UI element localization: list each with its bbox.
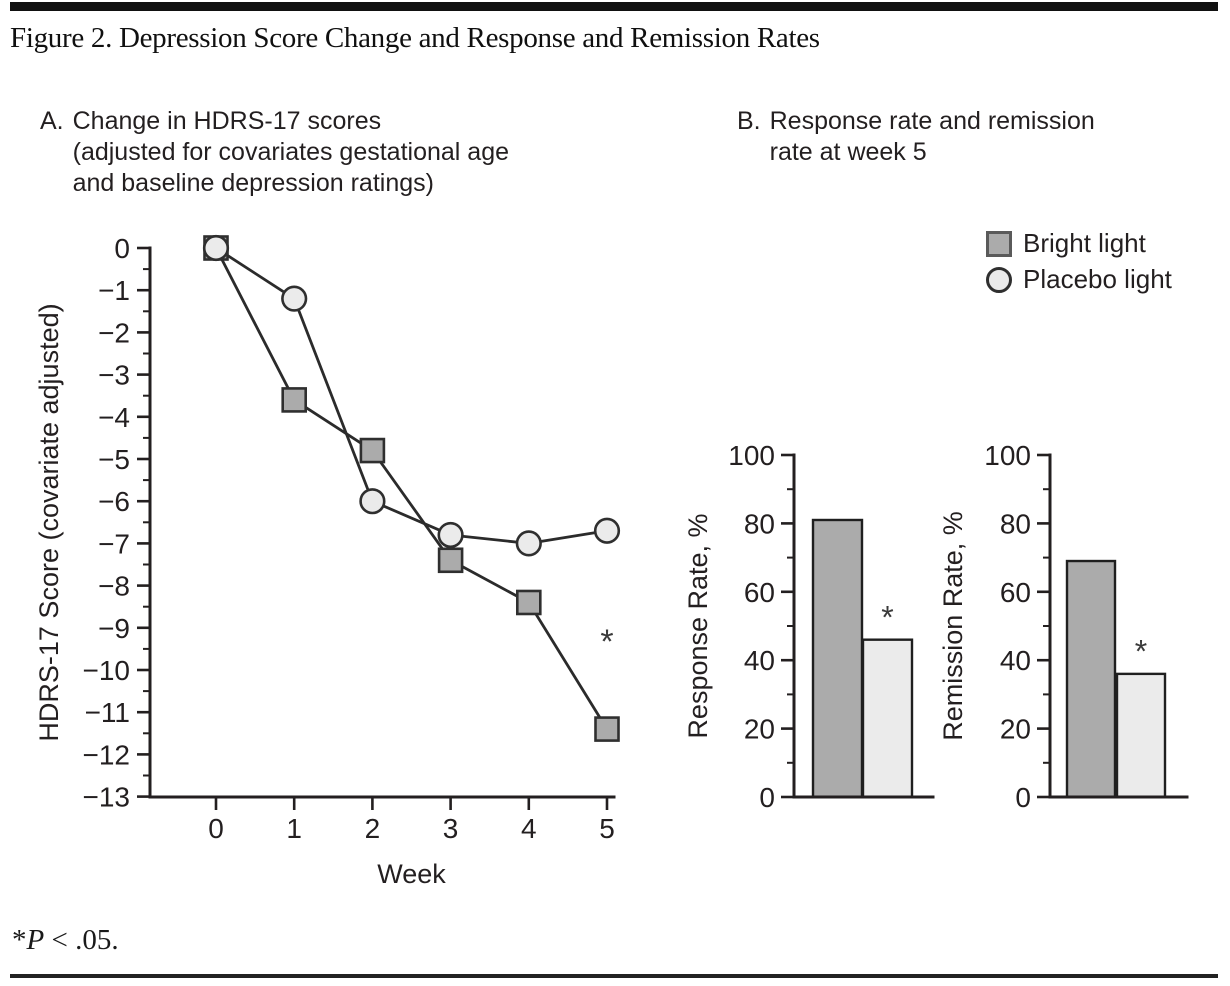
legend-label: Placebo light [1023,264,1172,294]
y-tick-label: −1 [98,275,130,306]
placebo-light-marker [281,285,308,312]
top-rule [10,2,1218,11]
bright-light-swatch-icon [986,230,1012,257]
y-tick-label: −5 [98,444,130,475]
remission-rate-bar-chart: 0 20 40 60 80 100 Remission Rate, % * [938,440,1189,813]
placebo-light-marker [593,517,621,544]
bright-light-bar [1065,559,1117,799]
y-tick-label: 60 [744,577,775,608]
panel-b-title-lines: Response rate and remission rate at week… [770,106,1095,168]
x-tick-label: 5 [599,813,615,844]
legend-item-placebo-light: Placebo light [986,264,1172,295]
placebo-light-line [215,246,608,545]
y-tick-label: 0 [1015,782,1031,813]
footnote-p: P [26,924,45,956]
footnote: *P < .05. [12,924,119,957]
y-tick-label: 20 [744,714,775,745]
bright-light-marker [515,589,542,616]
bright-light-marker [437,547,464,574]
y-tick-label: −6 [98,486,130,517]
y-tick-label: 100 [984,440,1031,471]
y-tick-label: 60 [1000,577,1031,608]
panel-b-title: B. Response rate and remission rate at w… [737,106,1095,168]
significance-asterisk: * [600,623,613,661]
significance-asterisk: * [881,599,893,635]
bright-light-marker [281,387,308,413]
y-tick-label: 80 [744,508,775,539]
y-tick-label: 80 [1000,508,1031,539]
y-axis-label: Remission Rate, % [938,511,968,741]
panel-a-prefix: A. [40,107,64,135]
y-tick-label: −4 [98,402,130,433]
y-tick-label: −2 [98,317,130,348]
y-tick-label: −11 [85,697,130,728]
placebo-light-bar [1115,672,1167,799]
y-tick-label: −13 [83,782,131,813]
bright-light-marker [594,716,620,742]
x-tick-label: 2 [365,813,381,844]
bright-light-bar [811,518,864,799]
footnote-star: * [12,924,27,956]
y-axis-label: Response Rate, % [683,513,713,738]
x-tick-label: 4 [521,813,537,844]
y-tick-label: −10 [83,655,131,686]
y-tick-label: 100 [728,440,775,471]
placebo-light-swatch-icon [986,266,1012,293]
y-tick-label: −12 [83,739,131,770]
panel-a-title-line: (adjusted for covariates gestational age [72,138,510,166]
significance-asterisk: * [1135,634,1147,670]
y-tick-label: 40 [1000,645,1031,676]
chart-legend: Bright light Placebo light [986,228,1172,295]
y-tick-label: 0 [114,233,130,264]
y-axis-label: HDRS-17 Score (covariate adjusted) [34,303,64,741]
x-tick-label: 3 [443,813,459,844]
legend-item-bright-light: Bright light [986,228,1172,259]
bright-light-marker [359,437,386,464]
bright-light-line [214,247,609,730]
y-tick-label: −9 [98,613,130,644]
placebo-light-marker [359,488,386,515]
placebo-light-marker [515,530,542,557]
panel-a-title-lines: Change in HDRS-17 scores (adjusted for c… [73,106,509,199]
bottom-rule [10,974,1218,978]
x-tick-label: 0 [208,813,224,844]
panel-b-prefix: B. [737,107,761,135]
placebo-light-bar [861,638,914,799]
y-tick-label: −3 [98,360,130,391]
response-rate-bar-chart: 0 20 40 60 80 100 Response Rate, % * [683,440,935,813]
y-tick-label: 20 [1000,714,1031,745]
footnote-rest: < .05. [44,924,119,956]
legend-label: Bright light [1023,228,1146,258]
placebo-light-marker [437,521,464,549]
placebo-light-marker [202,234,230,262]
x-axis-label: Week [377,859,446,889]
y-tick-label: −8 [98,571,130,602]
panel-a-title: A. Change in HDRS-17 scores (adjusted fo… [40,106,509,199]
panel-b-title-line: Response rate and remission [769,107,1095,135]
panel-a-title-line: Change in HDRS-17 scores [72,107,382,135]
panel-a-title-line: and baseline depression ratings) [72,169,434,197]
y-tick-label: 40 [744,645,775,676]
figure-title: Figure 2. Depression Score Change and Re… [10,22,820,54]
y-tick-label: −7 [98,528,130,559]
x-tick-label: 1 [286,813,302,844]
y-tick-label: 0 [759,782,775,813]
hdrs-line-chart: 0 −1 −2 −3 −4 −5 −6 −7 −8 −9 −10 −11 −12 −13 0 1 2 3 4 5 Wee… [34,233,621,889]
panel-b-title-line: rate at week 5 [769,138,927,166]
